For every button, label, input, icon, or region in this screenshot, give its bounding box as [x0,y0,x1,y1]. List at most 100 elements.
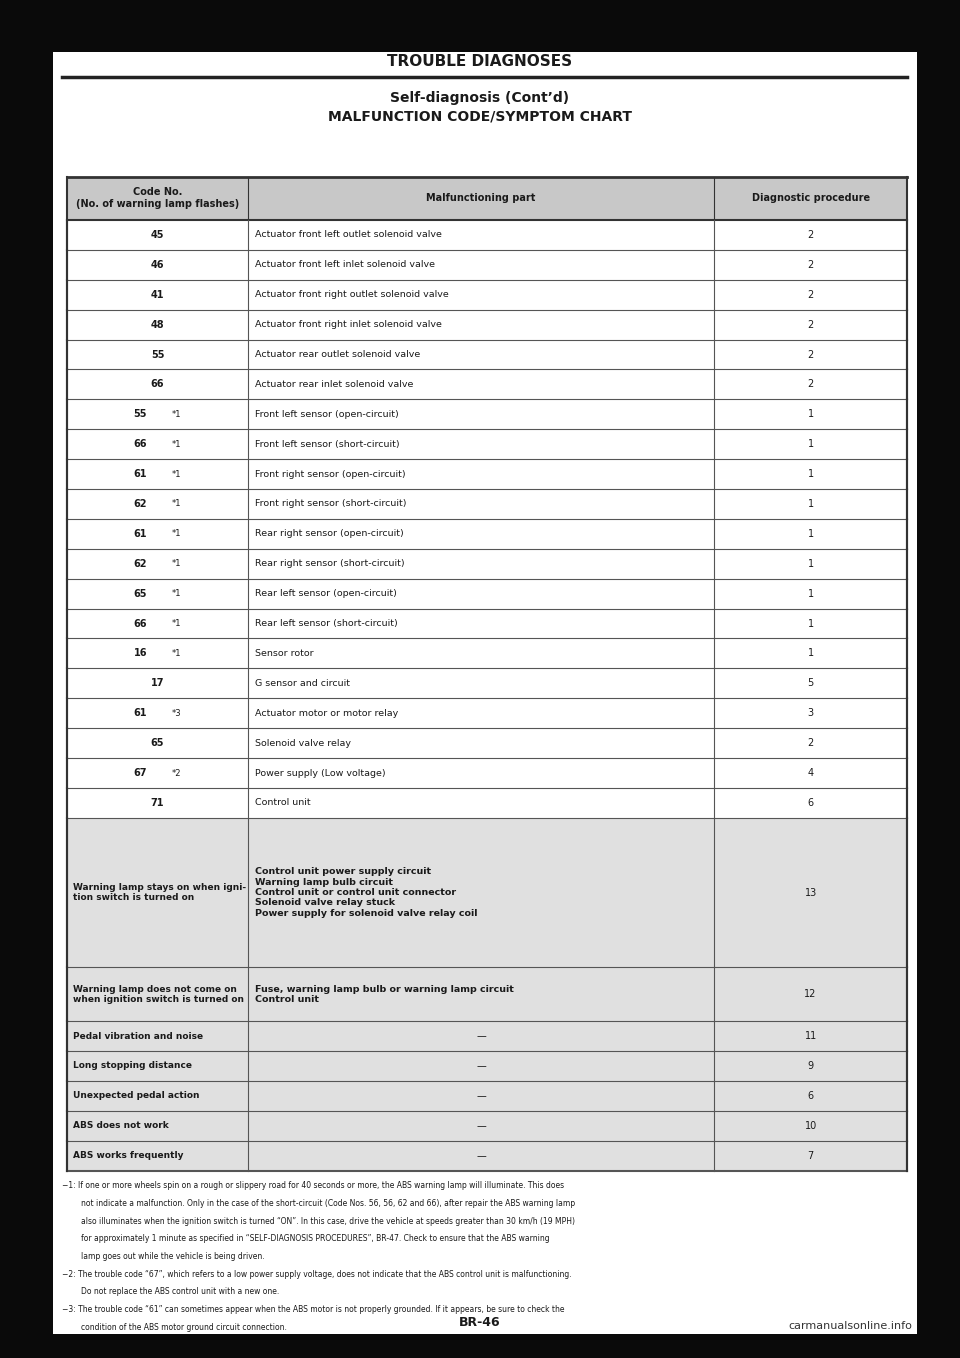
Text: Actuator front left outlet solenoid valve: Actuator front left outlet solenoid valv… [254,231,442,239]
Text: 61: 61 [133,709,147,718]
Text: 2: 2 [807,379,814,390]
Text: Code No.
(No. of warning lamp flashes): Code No. (No. of warning lamp flashes) [76,187,239,209]
Text: Front right sensor (open-circuit): Front right sensor (open-circuit) [254,470,405,478]
Text: Rear right sensor (short-circuit): Rear right sensor (short-circuit) [254,559,404,568]
Text: *3: *3 [172,709,181,718]
Text: Actuator motor or motor relay: Actuator motor or motor relay [254,709,397,718]
Text: —: — [476,1061,486,1071]
Text: 46: 46 [151,259,164,270]
Text: Warning lamp does not come on
when ignition switch is turned on: Warning lamp does not come on when ignit… [73,985,244,1004]
Text: 1: 1 [807,498,814,509]
Text: Solenoid valve relay: Solenoid valve relay [254,739,350,748]
Text: 17: 17 [151,679,164,689]
Text: Rear left sensor (short-circuit): Rear left sensor (short-circuit) [254,619,397,627]
Text: Unexpected pedal action: Unexpected pedal action [73,1092,200,1100]
Text: 71: 71 [151,799,164,808]
Text: −3: The trouble code “61” can sometimes appear when the ABS motor is not properl: −3: The trouble code “61” can sometimes … [62,1305,564,1315]
Text: *1: *1 [172,559,181,568]
Text: Front right sensor (short-circuit): Front right sensor (short-circuit) [254,500,406,508]
Text: Rear right sensor (open-circuit): Rear right sensor (open-circuit) [254,530,403,538]
Text: 11: 11 [804,1031,817,1042]
Text: 55: 55 [151,349,164,360]
Text: 62: 62 [133,498,147,509]
Text: 5: 5 [807,679,814,689]
Text: Long stopping distance: Long stopping distance [73,1062,192,1070]
Text: 9: 9 [807,1061,814,1071]
Text: Front left sensor (open-circuit): Front left sensor (open-circuit) [254,410,398,418]
Text: 65: 65 [133,588,147,599]
Text: 2: 2 [807,349,814,360]
Text: *1: *1 [172,440,181,448]
Text: G sensor and circuit: G sensor and circuit [254,679,349,689]
Text: 1: 1 [807,588,814,599]
Text: −2: The trouble code “67”, which refers to a low power supply voltage, does not : −2: The trouble code “67”, which refers … [62,1270,572,1279]
Text: —: — [476,1031,486,1042]
Text: *1: *1 [172,649,181,657]
Text: *1: *1 [172,470,181,478]
Text: 66: 66 [133,618,147,629]
Text: BR-46: BR-46 [459,1316,501,1329]
Text: 61: 61 [133,528,147,539]
Text: Power supply (Low voltage): Power supply (Low voltage) [254,769,385,778]
Text: carmanualsonline.info: carmanualsonline.info [788,1321,912,1331]
Text: 2: 2 [807,289,814,300]
Text: 1: 1 [807,409,814,420]
Text: 55: 55 [133,409,147,420]
Text: *1: *1 [172,410,181,418]
Text: 41: 41 [151,289,164,300]
Text: 48: 48 [151,319,164,330]
Text: 65: 65 [151,739,164,748]
Text: 12: 12 [804,989,817,999]
Text: Control unit power supply circuit
Warning lamp bulb circuit
Control unit or cont: Control unit power supply circuit Warnin… [254,868,477,918]
Text: 2: 2 [807,319,814,330]
Text: 4: 4 [807,769,814,778]
Text: ABS does not work: ABS does not work [73,1122,169,1130]
Text: Actuator front right outlet solenoid valve: Actuator front right outlet solenoid val… [254,291,448,299]
Text: Self-diagnosis (Cont’d): Self-diagnosis (Cont’d) [391,91,569,105]
Text: 6: 6 [807,1090,814,1101]
Text: Actuator front right inlet solenoid valve: Actuator front right inlet solenoid valv… [254,320,442,329]
Text: 66: 66 [151,379,164,390]
Text: 7: 7 [807,1150,814,1161]
Text: ABS works frequently: ABS works frequently [73,1152,183,1160]
Text: 2: 2 [807,230,814,240]
Text: 1: 1 [807,469,814,479]
Text: 67: 67 [133,769,147,778]
Text: 1: 1 [807,528,814,539]
Text: −1: If one or more wheels spin on a rough or slippery road for 40 seconds or mor: −1: If one or more wheels spin on a roug… [62,1181,564,1191]
Text: 3: 3 [807,709,814,718]
Text: 61: 61 [133,469,147,479]
Text: —: — [476,1150,486,1161]
Text: Actuator rear inlet solenoid valve: Actuator rear inlet solenoid valve [254,380,413,388]
Text: —: — [476,1120,486,1131]
Text: 1: 1 [807,439,814,449]
Text: *1: *1 [172,530,181,538]
Text: *1: *1 [172,589,181,598]
Text: 10: 10 [804,1120,817,1131]
Text: Diagnostic procedure: Diagnostic procedure [752,193,870,204]
Text: 1: 1 [807,558,814,569]
Text: not indicate a malfunction. Only in the case of the short-circuit (Code Nos. 56,: not indicate a malfunction. Only in the … [62,1199,576,1209]
Text: Rear left sensor (open-circuit): Rear left sensor (open-circuit) [254,589,396,598]
Text: condition of the ABS motor ground circuit connection.: condition of the ABS motor ground circui… [62,1323,287,1332]
Text: for approximately 1 minute as specified in “SELF-DIAGNOSIS PROCEDURES”, BR-47. C: for approximately 1 minute as specified … [62,1234,550,1244]
Text: *1: *1 [172,619,181,627]
Text: 45: 45 [151,230,164,240]
Text: Pedal vibration and noise: Pedal vibration and noise [73,1032,204,1040]
Text: Sensor rotor: Sensor rotor [254,649,313,657]
Text: 16: 16 [133,649,147,659]
Text: Front left sensor (short-circuit): Front left sensor (short-circuit) [254,440,399,448]
Text: 1: 1 [807,618,814,629]
Text: 13: 13 [804,888,817,898]
Text: MALFUNCTION CODE/SYMPTOM CHART: MALFUNCTION CODE/SYMPTOM CHART [328,110,632,124]
Text: *1: *1 [172,500,181,508]
Text: Malfunctioning part: Malfunctioning part [426,193,536,204]
Text: 2: 2 [807,259,814,270]
Text: also illuminates when the ignition switch is turned “ON”. In this case, drive th: also illuminates when the ignition switc… [62,1217,575,1226]
Text: Fuse, warning lamp bulb or warning lamp circuit
Control unit: Fuse, warning lamp bulb or warning lamp … [254,985,514,1004]
Text: Warning lamp stays on when igni-
tion switch is turned on: Warning lamp stays on when igni- tion sw… [73,883,246,902]
Text: 6: 6 [807,799,814,808]
Text: Actuator rear outlet solenoid valve: Actuator rear outlet solenoid valve [254,350,420,359]
Text: 2: 2 [807,739,814,748]
Text: Actuator front left inlet solenoid valve: Actuator front left inlet solenoid valve [254,261,435,269]
